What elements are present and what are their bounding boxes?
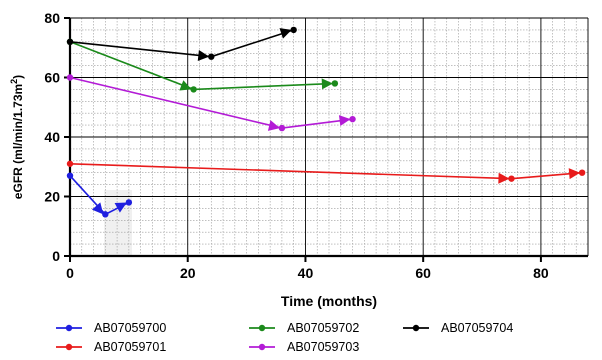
major-grid: [70, 17, 589, 256]
minor-grid: [70, 18, 589, 256]
y-tick-label: 60: [44, 70, 60, 86]
series-arrowhead: [179, 80, 192, 91]
series-point: [349, 115, 356, 123]
y-tick-label: 0: [52, 248, 60, 264]
series-point: [508, 175, 515, 182]
legend-swatch-dot: [412, 324, 420, 332]
legend-label: AB07059702: [287, 321, 359, 335]
series-layer: [66, 26, 586, 218]
series-point: [278, 124, 286, 132]
x-tick-label: 60: [415, 265, 431, 281]
legend-swatch-dot: [65, 324, 73, 332]
y-tick-label: 80: [44, 10, 60, 26]
series-point: [66, 38, 74, 45]
legend-label: AB07059703: [287, 340, 359, 354]
series-point: [190, 86, 197, 93]
x-tick-label: 80: [533, 265, 549, 281]
legend-label: AB07059704: [441, 321, 513, 335]
series-arrowhead: [568, 168, 581, 180]
legend-item: AB07059702: [249, 321, 359, 335]
series-AB07059701: [66, 160, 586, 184]
legend-item: AB07059701: [56, 340, 166, 354]
series-arrowhead: [114, 202, 127, 213]
series-arrowhead: [279, 28, 292, 39]
legend-label: AB07059700: [94, 321, 166, 335]
series-AB07059703: [66, 74, 356, 132]
series-arrowhead: [267, 120, 280, 131]
series-arrowhead: [498, 172, 510, 184]
series-AB07059704: [66, 26, 297, 61]
series-arrowhead: [91, 202, 104, 215]
y-axis-title-sup: 2: [9, 79, 19, 84]
series-arrowhead: [321, 78, 333, 90]
series-point: [102, 211, 109, 218]
legend-swatch-dot: [258, 324, 266, 332]
y-axis-ticks: 0 20 40 60 80: [44, 10, 70, 264]
series-point: [331, 80, 339, 87]
legend: AB07059700 AB07059701 AB07059702 AB07059703…: [56, 321, 513, 354]
y-tick-label: 20: [44, 189, 60, 205]
y-axis-title-end: ): [11, 75, 25, 79]
legend-swatch-dot: [65, 343, 73, 351]
series-point: [66, 160, 74, 167]
series-point: [125, 199, 133, 206]
series-point: [208, 53, 215, 60]
y-axis-title-main: eGFR (ml/min/1.73m: [11, 84, 25, 199]
x-tick-label: 40: [298, 265, 314, 281]
series-point: [290, 26, 297, 34]
y-axis-title: eGFR (ml/min/1.73m2): [9, 75, 25, 199]
legend-swatch-dot: [258, 343, 266, 351]
series-point: [578, 169, 586, 176]
legend-label: AB07059701: [94, 340, 166, 354]
y-tick-label: 40: [44, 129, 60, 145]
series-arrowhead: [197, 50, 210, 61]
legend-item: AB07059700: [56, 321, 166, 335]
series-AB07059700: [66, 172, 133, 218]
x-axis-ticks: 0 20 40 60 80: [66, 256, 549, 281]
x-tick-label: 0: [66, 265, 74, 281]
series-point: [66, 74, 74, 81]
series-arrowhead: [338, 115, 351, 127]
legend-item: AB07059703: [249, 340, 359, 354]
series-point: [66, 172, 74, 179]
x-axis-title: Time (months): [281, 293, 377, 309]
legend-item: AB07059704: [403, 321, 513, 335]
x-tick-label: 20: [180, 265, 196, 281]
